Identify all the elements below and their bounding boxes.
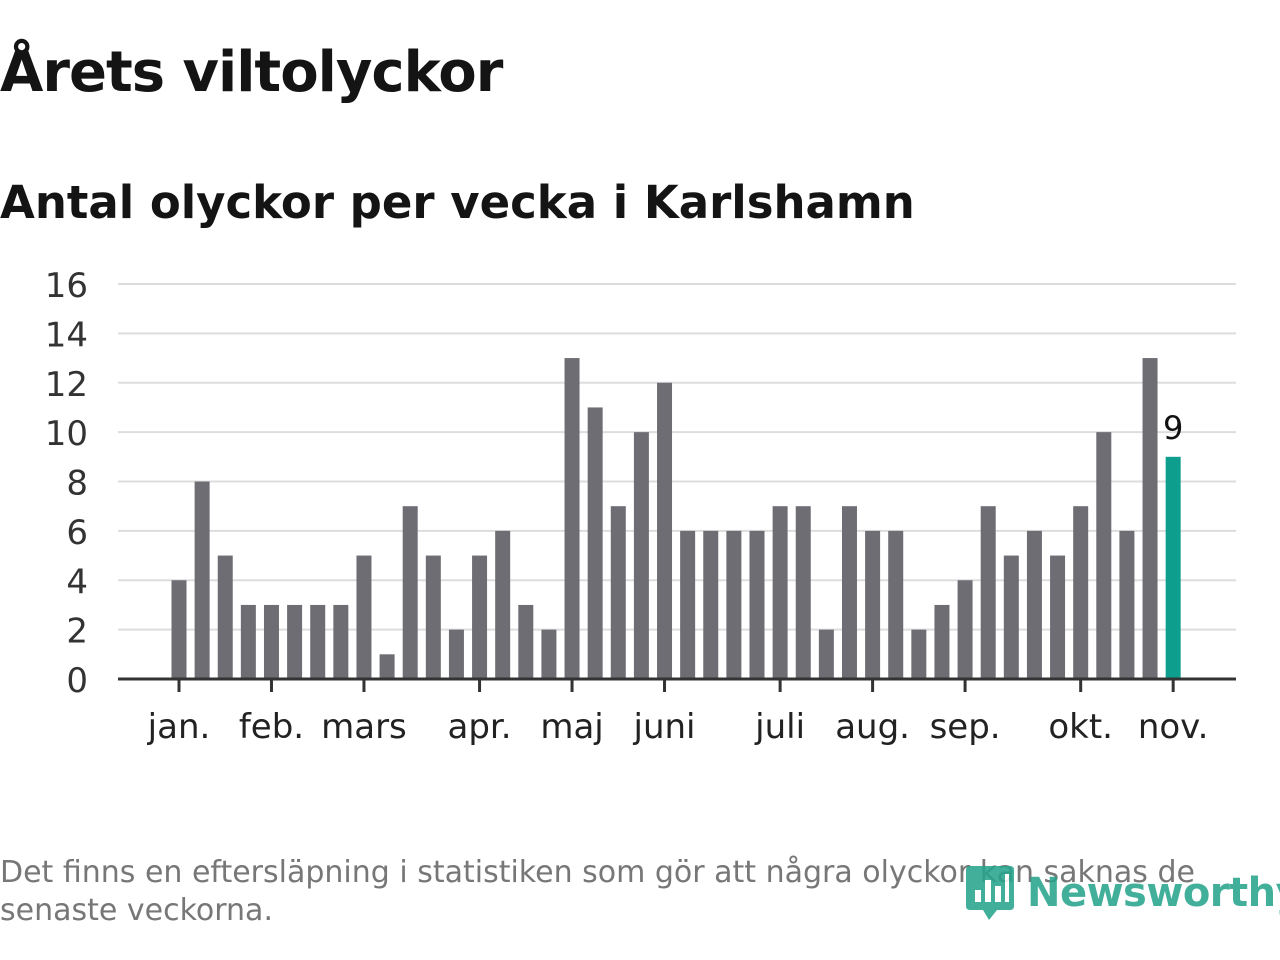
x-tick-label: mars <box>321 707 407 747</box>
bar <box>495 530 511 679</box>
x-tick-label: apr. <box>448 707 512 747</box>
bar <box>1096 432 1112 679</box>
bar <box>402 506 418 679</box>
bar <box>287 604 303 679</box>
bar <box>911 629 927 679</box>
bar <box>310 604 326 679</box>
bar <box>980 506 996 679</box>
x-tick-label: nov. <box>1138 707 1209 747</box>
newsworthy-logo: Newsworthy <box>965 862 1280 924</box>
bar <box>610 506 626 679</box>
bar <box>333 604 349 679</box>
y-tick-label: 14 <box>45 315 88 355</box>
x-tick-label: feb. <box>239 707 304 747</box>
bar <box>957 580 973 679</box>
bar <box>865 530 881 679</box>
bar <box>633 432 649 679</box>
bar <box>171 580 187 679</box>
bar <box>1003 555 1019 679</box>
x-tick-label: jan. <box>147 707 211 747</box>
x-tick-label: maj <box>540 707 603 747</box>
bar <box>703 530 719 679</box>
x-tick-label: okt. <box>1048 707 1113 747</box>
bar-highlight <box>1165 456 1181 679</box>
bar <box>379 654 395 679</box>
bar <box>472 555 488 679</box>
bar <box>1119 530 1135 679</box>
bars <box>171 358 1181 679</box>
bar <box>217 555 233 679</box>
bar <box>841 506 857 679</box>
bar <box>818 629 834 679</box>
y-tick-label: 8 <box>66 464 88 504</box>
data-labels: 9 <box>1163 409 1183 447</box>
bar <box>240 604 256 679</box>
bar <box>564 358 580 679</box>
bar <box>934 604 950 679</box>
bar <box>888 530 904 679</box>
bar <box>1050 555 1066 679</box>
bar <box>587 407 603 679</box>
x-tick-label: sep. <box>930 707 1001 747</box>
chart-subtitle: Antal olyckor per vecka i Karlshamn <box>0 176 915 229</box>
bar <box>194 481 210 679</box>
y-tick-label: 4 <box>66 562 88 602</box>
bar <box>749 530 765 679</box>
bar-chart: 0 2 4 6 8 10 12 14 16 jan. feb. mars apr. maj juni jul… <box>45 266 1236 747</box>
newsworthy-logo-icon <box>966 866 1014 920</box>
y-tick-label: 2 <box>66 612 88 652</box>
bar <box>795 506 811 679</box>
bar <box>263 604 279 679</box>
x-tick-label: juli <box>754 707 805 747</box>
y-tick-label: 12 <box>45 365 88 405</box>
highlight-value-label: 9 <box>1163 409 1183 447</box>
bar <box>1142 358 1158 679</box>
y-tick-label: 0 <box>66 661 88 701</box>
logo-text: Newsworthy <box>1027 870 1280 916</box>
y-tick-label: 16 <box>45 266 88 306</box>
bar <box>425 555 441 679</box>
bar <box>448 629 464 679</box>
x-tick-label: juni <box>633 707 696 747</box>
x-axis-ticks: jan. feb. mars apr. maj juni juli aug. sep. okt. n… <box>147 679 1209 747</box>
bar <box>518 604 534 679</box>
y-axis-ticks: 0 2 4 6 8 10 12 14 16 <box>45 266 88 701</box>
bar <box>356 555 372 679</box>
gridlines <box>118 283 1236 631</box>
bar <box>657 382 673 679</box>
bar <box>772 506 788 679</box>
bar <box>1026 530 1042 679</box>
y-tick-label: 6 <box>66 513 88 553</box>
bar <box>680 530 696 679</box>
bar <box>1073 506 1089 679</box>
y-tick-label: 10 <box>45 414 88 454</box>
chart-title: Årets viltolyckor <box>0 40 503 105</box>
bar <box>541 629 557 679</box>
x-tick-label: aug. <box>835 707 910 747</box>
bar <box>726 530 742 679</box>
